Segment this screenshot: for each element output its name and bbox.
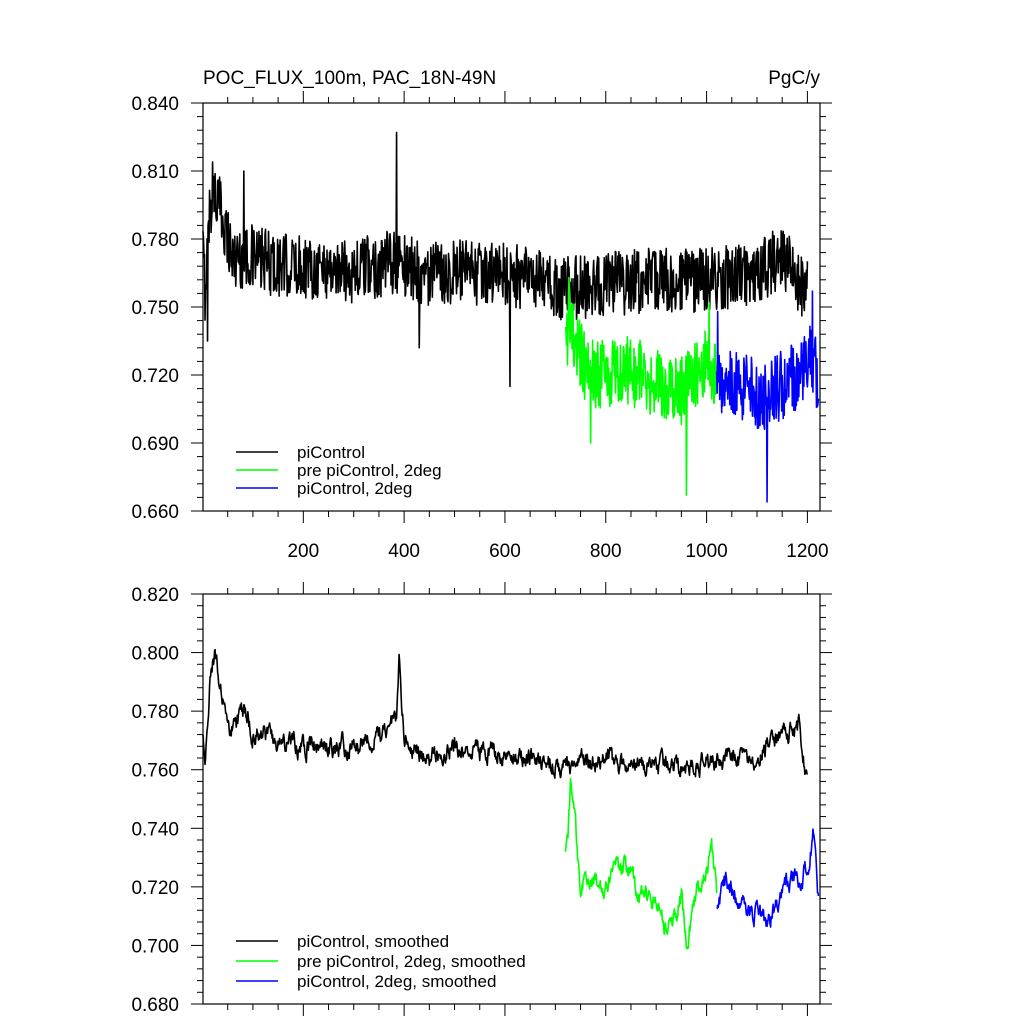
bottom-panel: 0.680 0.700 0.720 0.740 0.760 0.780 0.800 0.820… — [131, 582, 832, 1016]
y-tick-label: 0.840 — [131, 94, 179, 115]
y-tick-label: 0.720 — [131, 366, 179, 387]
series-line-1 — [564, 777, 718, 950]
series-line-2 — [716, 828, 820, 928]
y-tick-label: 0.760 — [131, 761, 179, 782]
series-line-0 — [202, 131, 809, 388]
x-tick-label: 600 — [489, 541, 521, 562]
legend-label: pre piControl, 2deg, smoothed — [297, 952, 526, 971]
y-tick-label: 0.820 — [131, 585, 179, 606]
legend-label: piControl, 2deg — [297, 479, 412, 498]
y-tick-label: 0.800 — [131, 644, 179, 665]
legend-label: piControl, smoothed — [297, 932, 449, 951]
legend-label: pre piControl, 2deg — [297, 461, 442, 480]
legend-label: piControl — [297, 443, 365, 462]
x-tick-label: 1200 — [786, 541, 828, 562]
x-tick-label: 800 — [590, 541, 622, 562]
top-panel: POC_FLUX_100m, PAC_18N-49N PgC/y 0.660 0.… — [131, 68, 832, 562]
series-line-0 — [202, 648, 809, 779]
y-tick-label: 0.750 — [131, 298, 179, 319]
y-tick-label: 0.740 — [131, 819, 179, 840]
chart-title: POC_FLUX_100m, PAC_18N-49N — [203, 68, 496, 89]
series-line-2 — [715, 290, 820, 503]
x-tick-label: 200 — [287, 541, 319, 562]
y-tick-label: 0.780 — [131, 702, 179, 723]
x-tick-label: 1000 — [685, 541, 727, 562]
y-tick-label: 0.780 — [131, 230, 179, 251]
y-tick-label: 0.700 — [131, 936, 179, 957]
y-tick-label: 0.680 — [131, 995, 179, 1016]
series-line-1 — [564, 276, 718, 496]
legend-label: piControl, 2deg, smoothed — [297, 972, 496, 991]
y-tick-label: 0.660 — [131, 502, 179, 523]
y-tick-label: 0.720 — [131, 878, 179, 899]
chart-units: PgC/y — [768, 68, 820, 89]
x-tick-label: 400 — [388, 541, 420, 562]
plot-frame — [202, 593, 821, 1005]
y-tick-label: 0.690 — [131, 434, 179, 455]
y-tick-label: 0.810 — [131, 162, 179, 183]
